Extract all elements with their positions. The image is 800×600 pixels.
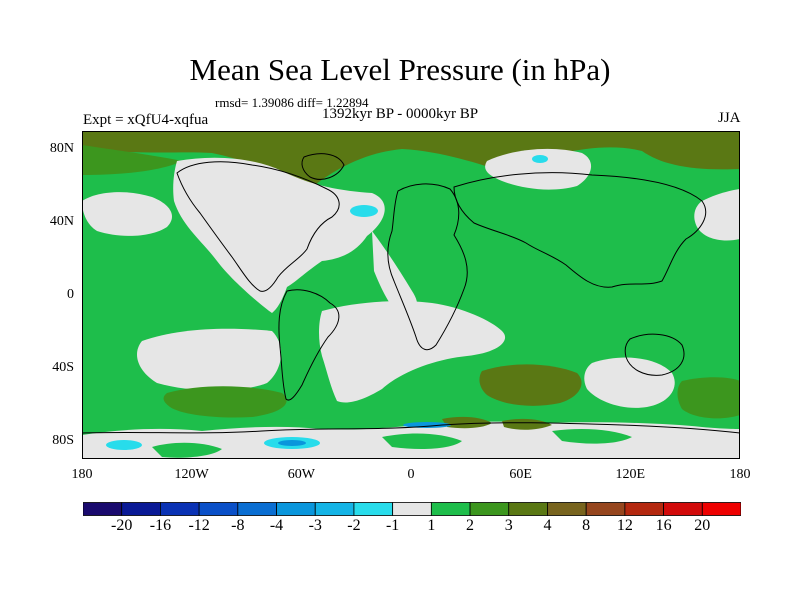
map-frame [82,131,740,459]
colorbar-level-label: -4 [269,517,284,534]
colorbar-level-label: -3 [308,517,322,534]
colorbar-swatch [624,502,664,516]
colorbar-swatch [314,502,355,516]
antarctic-blue-core [278,440,306,446]
lon-tick-label: 60W [287,467,315,482]
east-pacific-dark-green-region [677,377,740,419]
north-atlantic-neutral-tail [372,231,418,319]
colorbar-level-label: 16 [655,517,672,534]
colorbar-level-label: 3 [504,517,513,534]
lat-tick-label: 80N [49,141,74,157]
lat-tick-label: 0 [67,287,74,302]
lat-tick-label: 40S [52,359,74,375]
colorbar-swatch [160,502,200,516]
lon-tick-label: 120E [615,467,646,482]
map-plot [82,131,740,459]
colorbar-swatch [701,502,741,516]
south-pacific-dark-green-region [163,386,287,418]
colorbar-swatch [121,502,161,516]
colorbar-level-label: -1 [385,517,400,534]
time-period-label: 1392kyr BP - 0000kyr BP [322,106,479,122]
antarctic-blue-spot-west [106,440,142,450]
colorbar-swatch [547,502,587,516]
colorbar-swatch [469,502,510,516]
colorbar-level-label: 4 [543,517,552,534]
south-atlantic-neutral-region [319,301,506,403]
colorbar-swatch [276,502,316,516]
colorbar-swatch [585,502,626,516]
nw-pacific-neutral-region [694,189,740,241]
greenland-coast [301,153,345,180]
colorbar [83,502,741,516]
antarctic-olive-patches [442,416,552,430]
colorbar-level-label: -16 [149,517,172,534]
siberia-neutral-region [485,148,592,190]
colorbar-swatch [430,502,471,516]
colorbar-level-label: -8 [231,517,245,534]
colorbar-level-label: -12 [188,517,210,534]
colorbar-swatch [83,502,123,516]
north-atlantic-dark-green [82,145,182,175]
colorbar-level-label: 1 [427,517,436,534]
antarctic-green-patches [152,429,632,458]
colorbar-level-label: 8 [582,517,591,534]
antarctica-coast [82,422,740,434]
experiment-label: Expt = xQfU4-xqfua [83,112,209,128]
lon-tick-label: 0 [407,467,415,482]
colorbar-level-label: 2 [466,517,475,534]
north-america-coast [176,161,340,292]
coastlines [82,153,740,434]
colorbar-level-label: 12 [616,517,633,534]
south-indian-neutral-region [584,357,675,408]
asia-coast [453,172,707,288]
south-pacific-neutral-region [137,328,282,391]
colorbar-swatch [353,502,394,516]
colorbar-swatch [198,502,239,516]
lon-tick-label: 120W [174,467,209,482]
colorbar-level-label: -2 [347,517,361,534]
arctic-olive-region [82,131,740,191]
south-indian-olive-region [479,364,582,406]
season-label: JJA [718,110,741,126]
australia-coast [624,333,685,376]
ne-pacific-neutral-region [82,192,172,236]
colorbar-swatch [237,502,277,516]
colorbar-level-label: -20 [111,517,133,534]
lon-tick-label: 60E [509,467,532,482]
colorbar-swatch [508,502,548,516]
colorbar-swatch [663,502,703,516]
colorbar-swatch [392,502,432,516]
chart-title: Mean Sea Level Pressure (in hPa) [189,52,611,87]
north-america-neutral-region [173,157,385,313]
arctic-blue-spot [532,155,548,163]
north-atlantic-blue-spot [350,205,378,217]
lat-tick-label: 40N [49,214,74,230]
south-america-coast [278,289,340,401]
lat-tick-label: 80S [52,432,74,448]
lon-tick-label: 180 [71,467,93,482]
colorbar-level-label: 20 [694,517,711,534]
lon-tick-label: 180 [729,467,751,482]
rmsd-diff-stats: rmsd= 1.39086 diff= 1.22894 [215,95,369,110]
